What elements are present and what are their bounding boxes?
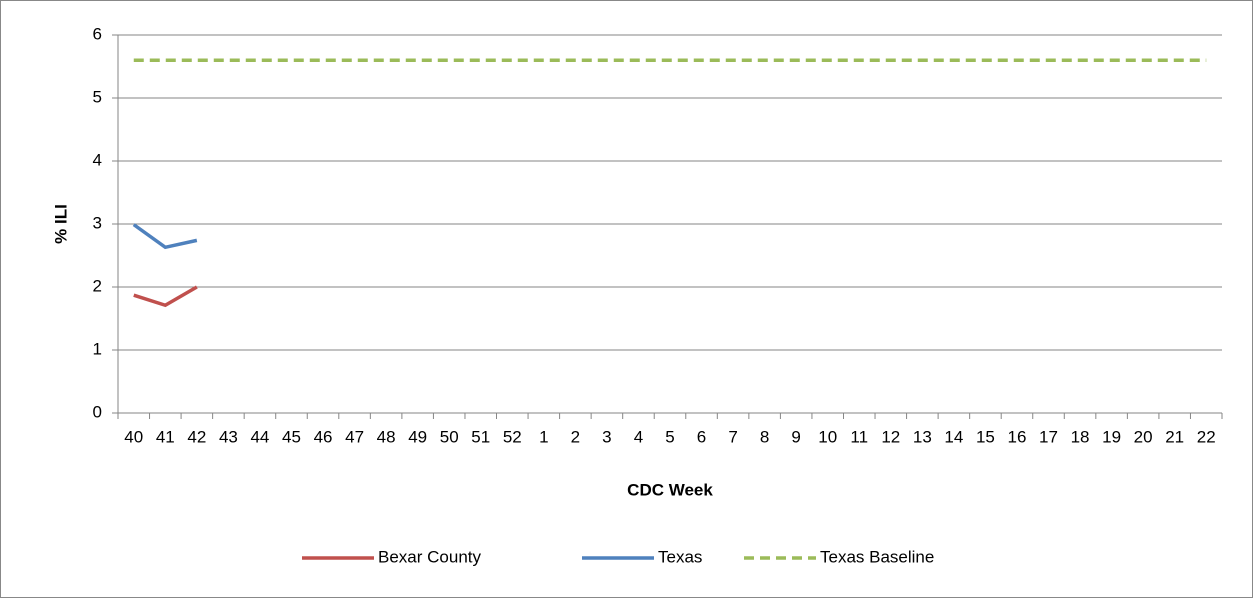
legend-label: Texas: [658, 547, 702, 566]
x-tick-label: 50: [440, 427, 459, 446]
x-tick-label: 42: [187, 427, 206, 446]
x-tick-label: 7: [728, 427, 737, 446]
y-tick-label: 6: [93, 24, 102, 43]
y-tick-label: 5: [93, 87, 102, 106]
y-tick-label: 0: [93, 402, 102, 421]
x-tick-label: 14: [944, 427, 963, 446]
y-tick-label: 3: [93, 213, 102, 232]
x-tick-label: 52: [503, 427, 522, 446]
x-tick-label: 18: [1071, 427, 1090, 446]
y-tick-label: 4: [93, 150, 102, 169]
x-tick-label: 43: [219, 427, 238, 446]
x-tick-label: 48: [377, 427, 396, 446]
x-tick-label: 44: [250, 427, 269, 446]
x-tick-label: 49: [408, 427, 427, 446]
x-tick-label: 15: [976, 427, 995, 446]
x-tick-label: 10: [818, 427, 837, 446]
x-tick-label: 22: [1197, 427, 1216, 446]
x-tick-label: 51: [471, 427, 490, 446]
y-axis-title: % ILI: [51, 204, 70, 244]
x-tick-label: 16: [1008, 427, 1027, 446]
x-tick-label: 41: [156, 427, 175, 446]
x-tick-label: 47: [345, 427, 364, 446]
x-tick-label: 2: [571, 427, 580, 446]
series-line: [133, 285, 198, 308]
x-tick-label: 8: [760, 427, 769, 446]
x-tick-label: 6: [697, 427, 706, 446]
legend-label: Bexar County: [378, 547, 481, 566]
x-tick-label: 3: [602, 427, 611, 446]
x-tick-label: 12: [881, 427, 900, 446]
x-axis-title: CDC Week: [627, 480, 713, 499]
x-tick-label: 40: [124, 427, 143, 446]
y-tick-label: 1: [93, 339, 102, 358]
x-tick-label: 19: [1102, 427, 1121, 446]
x-tick-label: 9: [791, 427, 800, 446]
x-tick-label: 17: [1039, 427, 1058, 446]
x-tick-label: 5: [665, 427, 674, 446]
x-tick-label: 13: [913, 427, 932, 446]
x-tick-label: 11: [850, 427, 868, 446]
x-tick-label: 20: [1134, 427, 1153, 446]
x-tick-label: 45: [282, 427, 301, 446]
y-tick-label: 2: [93, 276, 102, 295]
legend-label: Texas Baseline: [820, 547, 934, 566]
x-tick-label: 1: [539, 427, 548, 446]
x-tick-label: 4: [634, 427, 643, 446]
x-tick-label: 46: [314, 427, 333, 446]
series-line: [132, 223, 198, 250]
x-tick-label: 21: [1165, 427, 1184, 446]
